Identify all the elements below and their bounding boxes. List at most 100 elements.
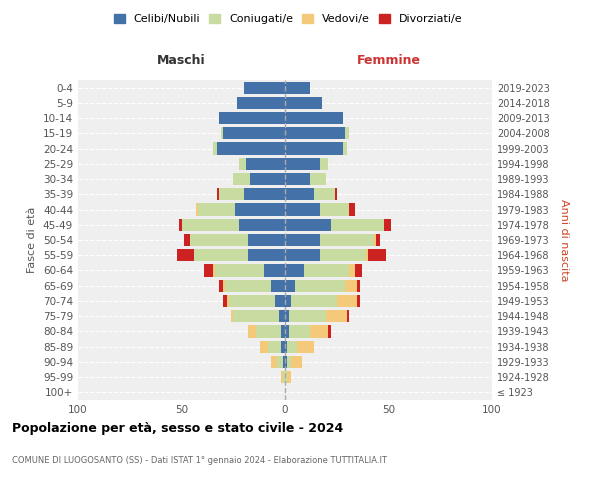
Bar — [248, 234, 285, 246]
Bar — [285, 158, 320, 170]
Bar — [285, 97, 322, 109]
Bar — [281, 371, 283, 383]
Bar — [248, 326, 256, 338]
Bar — [287, 371, 291, 383]
Bar — [310, 173, 326, 185]
Bar — [285, 310, 289, 322]
Bar — [343, 142, 347, 154]
Bar — [233, 310, 279, 322]
Bar — [285, 82, 310, 94]
Bar — [347, 310, 349, 322]
Bar — [190, 234, 248, 246]
Bar — [281, 326, 285, 338]
Bar — [314, 188, 335, 200]
Bar — [229, 295, 275, 307]
Bar — [281, 340, 285, 353]
Bar — [285, 371, 287, 383]
Bar — [320, 204, 349, 216]
Bar — [285, 142, 343, 154]
Bar — [291, 356, 302, 368]
Bar — [376, 234, 380, 246]
Bar — [310, 326, 328, 338]
Bar — [374, 234, 376, 246]
Bar — [349, 204, 355, 216]
Bar — [285, 280, 295, 292]
Bar — [219, 112, 285, 124]
Bar — [256, 326, 281, 338]
Bar — [285, 340, 287, 353]
Bar — [227, 295, 229, 307]
Bar — [385, 218, 391, 231]
Bar — [275, 295, 285, 307]
Bar — [358, 295, 359, 307]
Bar — [285, 112, 343, 124]
Bar — [285, 356, 287, 368]
Bar — [289, 310, 326, 322]
Bar — [355, 264, 362, 276]
Bar — [221, 127, 223, 140]
Bar — [219, 188, 244, 200]
Bar — [194, 249, 248, 262]
Bar — [298, 340, 314, 353]
Bar — [196, 204, 198, 216]
Bar — [285, 188, 314, 200]
Bar — [178, 249, 194, 262]
Bar — [212, 142, 217, 154]
Bar — [217, 142, 285, 154]
Bar — [248, 249, 285, 262]
Bar — [245, 158, 285, 170]
Bar — [215, 264, 265, 276]
Bar — [285, 127, 345, 140]
Bar — [204, 264, 212, 276]
Bar — [265, 264, 285, 276]
Bar — [283, 356, 285, 368]
Bar — [285, 295, 291, 307]
Bar — [231, 310, 233, 322]
Bar — [225, 280, 271, 292]
Bar — [285, 173, 310, 185]
Bar — [279, 310, 285, 322]
Text: Popolazione per età, sesso e stato civile - 2024: Popolazione per età, sesso e stato civil… — [12, 422, 343, 435]
Text: Maschi: Maschi — [157, 54, 206, 67]
Bar — [349, 264, 355, 276]
Bar — [345, 127, 349, 140]
Bar — [285, 204, 320, 216]
Bar — [320, 249, 366, 262]
Bar — [219, 280, 223, 292]
Bar — [287, 356, 291, 368]
Bar — [271, 280, 285, 292]
Bar — [283, 371, 285, 383]
Bar — [198, 204, 235, 216]
Bar — [238, 97, 285, 109]
Bar — [239, 218, 285, 231]
Bar — [287, 340, 298, 353]
Bar — [244, 188, 285, 200]
Bar — [304, 264, 349, 276]
Bar — [239, 158, 245, 170]
Bar — [326, 310, 347, 322]
Bar — [182, 218, 239, 231]
Bar — [285, 326, 289, 338]
Bar — [291, 295, 337, 307]
Legend: Celibi/Nubili, Coniugati/e, Vedovi/e, Divorziati/e: Celibi/Nubili, Coniugati/e, Vedovi/e, Di… — [110, 10, 466, 28]
Bar — [345, 280, 358, 292]
Text: COMUNE DI LUOGOSANTO (SS) - Dati ISTAT 1° gennaio 2024 - Elaborazione TUTTITALIA: COMUNE DI LUOGOSANTO (SS) - Dati ISTAT 1… — [12, 456, 387, 465]
Bar — [217, 188, 219, 200]
Bar — [331, 218, 385, 231]
Text: Femmine: Femmine — [356, 54, 421, 67]
Bar — [244, 82, 285, 94]
Bar — [285, 218, 331, 231]
Bar — [289, 326, 310, 338]
Bar — [366, 249, 368, 262]
Bar — [179, 218, 182, 231]
Bar — [320, 234, 374, 246]
Bar — [250, 173, 285, 185]
Bar — [368, 249, 386, 262]
Bar — [212, 264, 215, 276]
Y-axis label: Fasce di età: Fasce di età — [28, 207, 37, 273]
Bar — [328, 326, 331, 338]
Bar — [223, 295, 227, 307]
Bar — [223, 280, 225, 292]
Bar — [285, 264, 304, 276]
Bar — [337, 295, 358, 307]
